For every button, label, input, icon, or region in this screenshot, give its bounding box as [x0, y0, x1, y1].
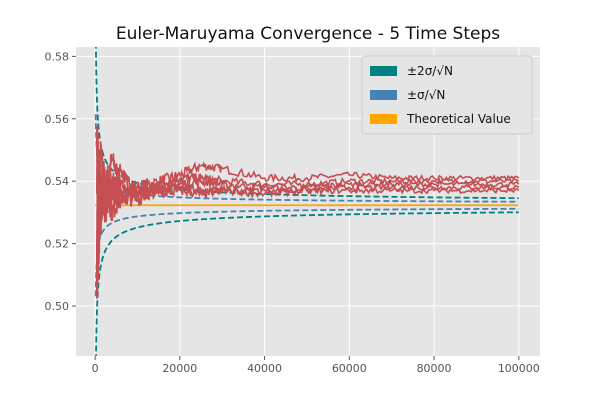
legend: ±2σ/√N ±σ/√N Theoretical Value: [361, 55, 533, 135]
y-tick-label: 0.56: [45, 113, 70, 126]
x-tick-label: 0: [92, 362, 99, 375]
upper-2sigma-band: [95, 47, 519, 200]
simulation-path-1: [95, 141, 520, 299]
chart-title: Euler-Maruyama Convergence - 5 Time Step…: [116, 24, 500, 44]
simulation-paths: [95, 125, 520, 299]
y-tick-label: 0.58: [45, 50, 70, 63]
lower-2sigma-band: [95, 211, 519, 356]
x-tick-label: 100000: [498, 362, 540, 375]
y-tick-label: 0.50: [45, 300, 70, 313]
y-tick-label: 0.52: [45, 238, 70, 251]
x-tick-label: 20000: [162, 362, 197, 375]
legend-swatch: [370, 66, 397, 76]
legend-label: ±2σ/√N: [407, 64, 453, 78]
x-tick-label: 80000: [417, 362, 452, 375]
y-axis-ticks: 0.50 0.52 0.54 0.56 0.58: [45, 50, 76, 313]
x-tick-label: 40000: [247, 362, 282, 375]
y-tick-label: 0.54: [45, 175, 70, 188]
legend-box: [361, 55, 533, 135]
legend-label: Theoretical Value: [406, 112, 511, 126]
legend-label: ±σ/√N: [407, 88, 445, 102]
x-axis-ticks: 0 20000 40000 60000 80000 100000: [92, 356, 540, 375]
simulation-path-5: [95, 183, 520, 268]
legend-swatch: [370, 114, 397, 124]
x-tick-label: 60000: [332, 362, 367, 375]
simulation-path-3: [95, 176, 520, 298]
legend-swatch: [370, 90, 397, 100]
